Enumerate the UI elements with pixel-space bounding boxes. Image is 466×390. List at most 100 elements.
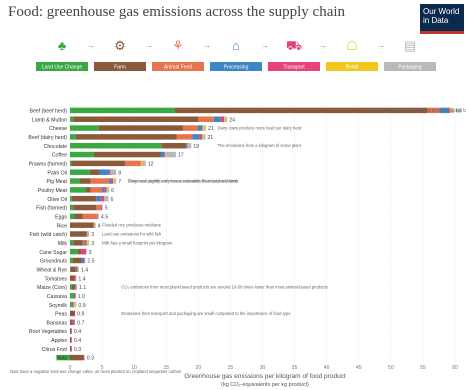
food-label: Nuts [56, 356, 67, 362]
bar-segment-retail [202, 134, 204, 140]
stage-1-label: Farm [114, 64, 126, 70]
bar-segment-transport [101, 204, 103, 211]
stage-4-badge [268, 62, 320, 71]
value-label: 0.4 [74, 329, 81, 335]
bar-segment-farm [71, 195, 97, 202]
bar-segment-farm [71, 301, 72, 308]
bar-segment-processing [93, 222, 94, 228]
bar-segment-farm [70, 337, 72, 343]
value-label: 1.0 [78, 294, 85, 300]
bar-segment-farm [71, 160, 126, 167]
bar-segment-farm [70, 319, 72, 326]
bar-segment-land-use-change [70, 213, 75, 220]
bar-segment-packaging [84, 354, 85, 361]
bar-segment-land-use-change [70, 248, 78, 255]
bar-segment-transport [73, 301, 74, 308]
bar-segment-packaging [165, 151, 176, 158]
value-label: 60 [456, 109, 462, 115]
bar-segment-transport [83, 354, 85, 361]
bar-segment-processing [185, 142, 187, 149]
tick-label: 40 [324, 365, 330, 371]
annotation: Methane production from cows and beef is… [365, 108, 466, 113]
bar-segment-processing [75, 284, 76, 290]
bar-segment-land-use-change [70, 187, 87, 193]
bar-segment-transport [220, 116, 224, 122]
stage-2-badge [152, 62, 204, 71]
tick-label: 0 [69, 365, 72, 371]
bar-segment-farm [93, 151, 161, 158]
bar-segment-transport [109, 169, 111, 175]
tree-icon: ♣ [58, 38, 67, 53]
food-label: Cheese [49, 126, 67, 132]
food-label: Poultry Meat [38, 188, 68, 194]
tick-label: 5 [101, 365, 104, 371]
tick-label: 35 [292, 365, 298, 371]
owid-logo[interactable]: Our World in Data [420, 4, 464, 34]
bar-segment-transport [74, 310, 76, 317]
food-label: Bananas [47, 320, 68, 326]
bar-segment-transport [202, 125, 203, 131]
bar-segment-farm [77, 248, 81, 255]
stage-5-badge [326, 62, 378, 71]
bar-segment-processing [71, 301, 74, 308]
value-label: 19 [193, 144, 199, 150]
bar-segment-farm [70, 231, 87, 237]
food-label: Milk [58, 241, 68, 247]
value-labels: 60242121191712876654.543332.51.41.41.11.… [74, 109, 462, 362]
food-label: Wheat & Rye [36, 267, 67, 273]
bar-segment-transport [75, 293, 76, 299]
value-label: 21 [208, 126, 214, 132]
food-label: Beef (beef herd) [30, 109, 68, 115]
annotation: CO₂ emissions from most plant-based prod… [121, 284, 327, 289]
value-label: 1.1 [79, 285, 86, 291]
tick-label: 55 [420, 365, 426, 371]
bar-segment-retail [106, 187, 108, 193]
bar-segment-packaging [75, 301, 77, 308]
tractor-icon: ⚙ [114, 38, 126, 53]
bar-segment-farm [73, 240, 83, 246]
bar-segment-land-use-change [70, 195, 72, 202]
bar-segment-retail [112, 178, 115, 184]
value-label: 21 [207, 135, 213, 141]
bar-segment-farm [79, 178, 91, 184]
bar-segment-transport [86, 231, 88, 237]
stage-6-badge [384, 62, 436, 71]
food-label: Beef (dairy herd) [28, 135, 67, 141]
bar-segment-retail [140, 160, 143, 167]
food-label: Prawns (farmed) [29, 162, 68, 168]
bar-segment-animal-feed [198, 116, 214, 122]
bar-segment-packaging [86, 248, 87, 255]
bar-segment-farm [74, 213, 83, 220]
bar-segment-land-use-change [70, 151, 94, 158]
stage-0-badge [36, 62, 88, 71]
food-label: Fish (farmed) [36, 206, 67, 212]
bar-segment-retail [202, 125, 205, 131]
food-label: Cane Sugar [39, 250, 67, 256]
bar-segment-farm [70, 354, 84, 361]
bar-segment-farm [73, 293, 76, 299]
stage-2-label: Animal Feed [164, 64, 192, 70]
supply-chain-stages: ♣ → Land Use Change ⚙ → Farm ⚘ → Animal Feed ⌂ → Pr… [36, 38, 436, 71]
stage-3-label: Processing [224, 64, 249, 70]
value-label: 6 [111, 197, 114, 203]
bar-segment-processing [71, 319, 73, 326]
factory-icon: ⌂ [232, 38, 240, 53]
bar-segment-land-use-change [70, 204, 74, 211]
bar-segment-transport [75, 284, 77, 290]
bar-segment-animal-feed [182, 125, 198, 131]
bar-segment-land-use-change [70, 240, 74, 246]
value-label: 0.4 [74, 338, 81, 344]
bars [56, 107, 454, 361]
annotation: The emissions from a kilogram of some pl… [218, 143, 302, 148]
bar-segment-retail [449, 107, 452, 114]
bar-segment-transport [100, 195, 105, 202]
annotation: Milk has a small footprint per kilogram [102, 240, 173, 245]
value-label: 0.9 [77, 312, 84, 318]
bar-segment-packaging [102, 204, 103, 211]
bar-segment-animal-feed [90, 178, 110, 184]
stage-1-badge [94, 62, 146, 71]
bar-segment-processing [439, 107, 448, 114]
bar-segment-farm [86, 187, 91, 193]
value-label: 1.4 [81, 267, 88, 273]
bar-segment-animal-feed [82, 240, 85, 246]
